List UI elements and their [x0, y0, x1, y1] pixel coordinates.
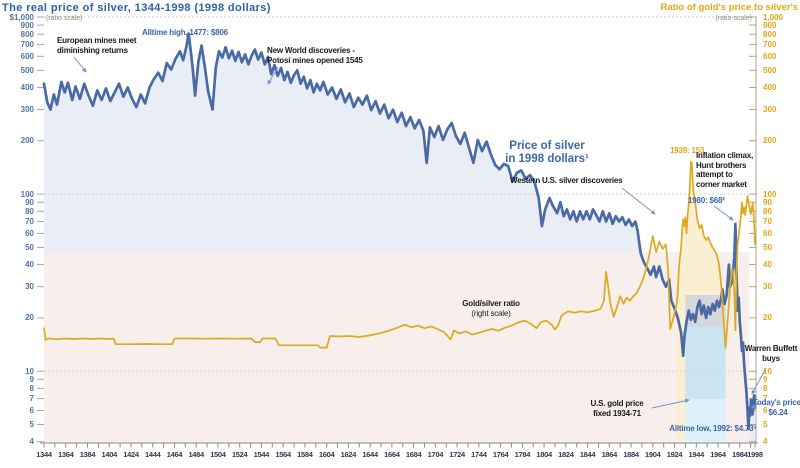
- arrow-new-world: [267, 66, 279, 85]
- gold-fixed-band-blue: [685, 327, 726, 399]
- arrow-todays-price: [751, 402, 760, 409]
- arrow-european-mines: [73, 56, 87, 73]
- arrow-1980-spike: [713, 205, 734, 221]
- arrow-us-gold-fixed: [651, 398, 690, 409]
- gold-silver-ratio-line: [43, 160, 756, 349]
- pink-backdrop: [44, 252, 749, 443]
- silver-price-line: [42, 32, 757, 431]
- arrow-western-us: [621, 187, 656, 215]
- gold-fixed-band-light: [685, 399, 726, 443]
- arrow-warren-buffett: [751, 367, 767, 395]
